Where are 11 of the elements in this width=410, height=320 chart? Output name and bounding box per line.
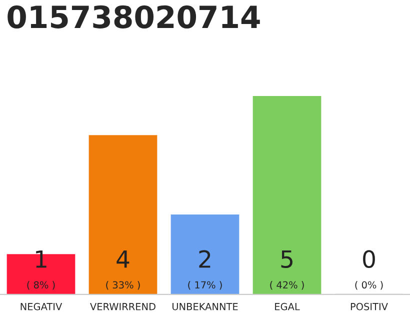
x-tick-label: NEGATIV (20, 302, 62, 310)
x-tick-label: UNBEKANNTE (172, 303, 238, 310)
chart-title: 015738020714 (8, 5, 260, 28)
x-tick-label: VERWIRREND (90, 303, 156, 310)
data-label: 4 ( 33% ) (106, 250, 140, 290)
data-label: 0 ( 0% ) (355, 250, 383, 290)
x-tick-label: EGAL (275, 302, 300, 310)
x-tick-label: POSITIV (350, 302, 388, 310)
data-label: 2 ( 17% ) (188, 250, 222, 290)
data-label: 1 ( 8% ) (27, 250, 55, 290)
data-label: 5 ( 42% ) (270, 250, 304, 290)
